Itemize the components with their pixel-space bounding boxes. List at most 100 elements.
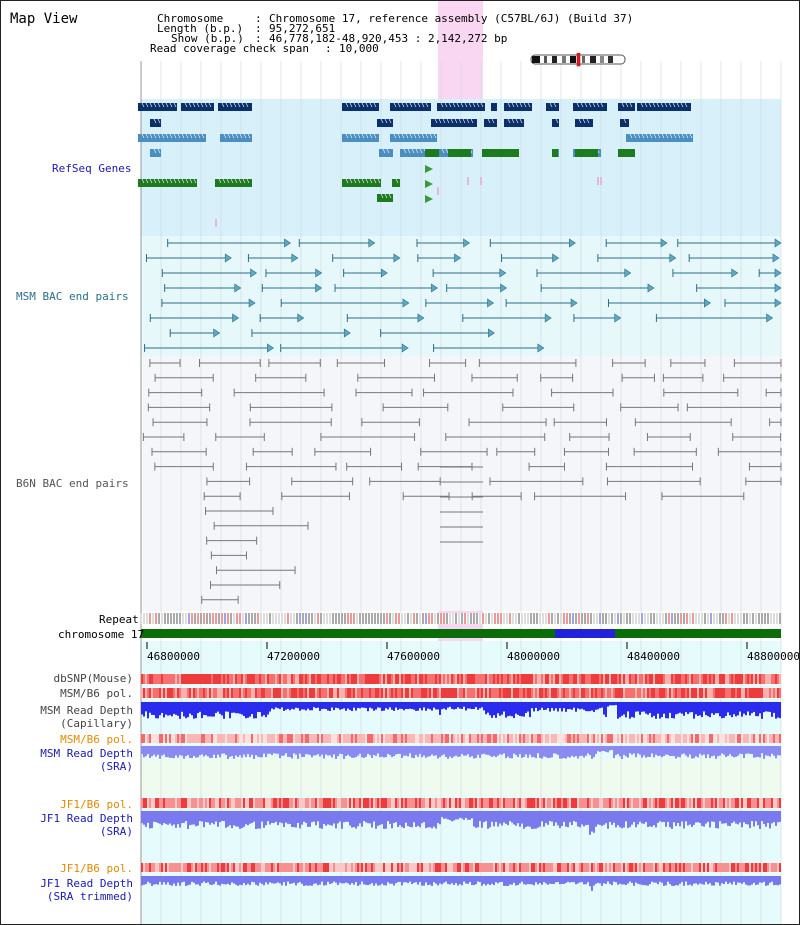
pol-cell	[621, 734, 623, 743]
pol-cell	[495, 674, 497, 684]
depth-bar	[325, 746, 327, 755]
depth-bar	[237, 746, 239, 757]
depth-bar	[523, 876, 525, 885]
pol-cell	[297, 688, 299, 698]
depth-bar	[551, 811, 553, 822]
depth-bar	[203, 746, 205, 757]
depth-bar	[349, 811, 351, 826]
depth-bar	[275, 702, 277, 708]
pol-cell	[663, 863, 665, 872]
depth-bar	[585, 702, 587, 712]
depth-bar	[579, 876, 581, 883]
depth-bar	[575, 702, 577, 712]
gene-exon-mark	[222, 178, 226, 184]
pol-cell	[203, 674, 205, 684]
pol-cell	[423, 674, 425, 684]
depth-bar	[703, 702, 705, 712]
depth-bar	[385, 746, 387, 758]
pol-cell	[347, 798, 349, 808]
pol-cell	[607, 863, 609, 872]
pol-cell	[239, 863, 241, 872]
pol-cell	[649, 798, 651, 808]
depth-bar	[381, 811, 383, 825]
gene-exon-mark	[578, 118, 582, 124]
pol-cell	[547, 798, 549, 808]
depth-bar	[209, 702, 211, 717]
chromosome-ideogram[interactable]	[530, 53, 628, 67]
depth-bar	[313, 702, 315, 708]
pol-cell	[575, 798, 577, 808]
gene-exon-mark	[380, 193, 384, 199]
pol-cell	[231, 734, 233, 743]
depth-bar	[561, 811, 563, 827]
pol-cell	[633, 734, 635, 743]
pol-cell	[171, 674, 173, 684]
depth-bar	[305, 746, 307, 755]
pol-cell	[775, 734, 777, 743]
depth-bar	[737, 746, 739, 756]
pol-cell	[279, 734, 281, 743]
depth-bar	[551, 876, 553, 884]
depth-bar	[735, 746, 737, 757]
pol-cell	[571, 863, 573, 872]
pol-cell	[735, 674, 737, 684]
depth-bar	[235, 702, 237, 714]
pol-cell	[225, 674, 227, 684]
depth-bar	[397, 811, 399, 827]
pol-cell	[273, 688, 275, 698]
depth-bar	[353, 702, 355, 708]
depth-bar	[327, 746, 329, 756]
depth-bar	[365, 876, 367, 885]
gene-exon-mark	[553, 102, 557, 108]
pol-cell	[169, 734, 171, 743]
pol-cell	[327, 734, 329, 743]
pol-cell	[499, 798, 501, 808]
depth-bar	[407, 746, 409, 757]
depth-bar	[177, 746, 179, 758]
depth-bar	[253, 876, 255, 883]
pol-cell	[627, 674, 629, 684]
depth-bar	[777, 876, 779, 886]
depth-bar	[595, 876, 597, 884]
pol-cell	[591, 688, 593, 698]
msm-bac-end	[669, 253, 677, 263]
depth-bar	[195, 746, 197, 758]
depth-bar	[597, 702, 599, 710]
depth-bar	[475, 746, 477, 758]
depth-bar	[773, 876, 775, 886]
pol-cell	[745, 734, 747, 743]
depth-bar	[453, 876, 455, 885]
pol-cell	[721, 688, 723, 698]
pol-cell	[179, 798, 181, 808]
depth-bar	[633, 702, 635, 718]
pol-cell	[321, 863, 323, 872]
depth-bar	[219, 702, 221, 714]
pol-cell	[579, 863, 581, 872]
pol-cell	[723, 674, 725, 684]
depth-bar	[507, 811, 509, 826]
pol-cell	[265, 674, 267, 684]
pol-cell	[377, 734, 379, 743]
pol-cell	[729, 798, 731, 808]
pol-cell	[509, 798, 511, 808]
gene-exon-mark	[438, 118, 442, 124]
depth-bar	[421, 876, 423, 886]
depth-bar	[767, 746, 769, 756]
pol-cell	[223, 798, 225, 808]
depth-bar	[533, 746, 535, 757]
pol-cell	[149, 798, 151, 808]
pol-cell	[679, 798, 681, 808]
pol-cell	[267, 863, 269, 872]
pol-cell	[669, 798, 671, 808]
depth-bar	[581, 702, 583, 709]
pol-cell	[449, 863, 451, 872]
pol-cell	[309, 734, 311, 743]
depth-bar	[741, 702, 743, 717]
pol-cell	[457, 734, 459, 743]
pol-cell	[349, 688, 351, 698]
pol-cell	[249, 674, 251, 684]
show-label: Show (b.p.)	[171, 32, 244, 45]
depth-bar	[285, 811, 287, 823]
depth-bar	[269, 746, 271, 754]
